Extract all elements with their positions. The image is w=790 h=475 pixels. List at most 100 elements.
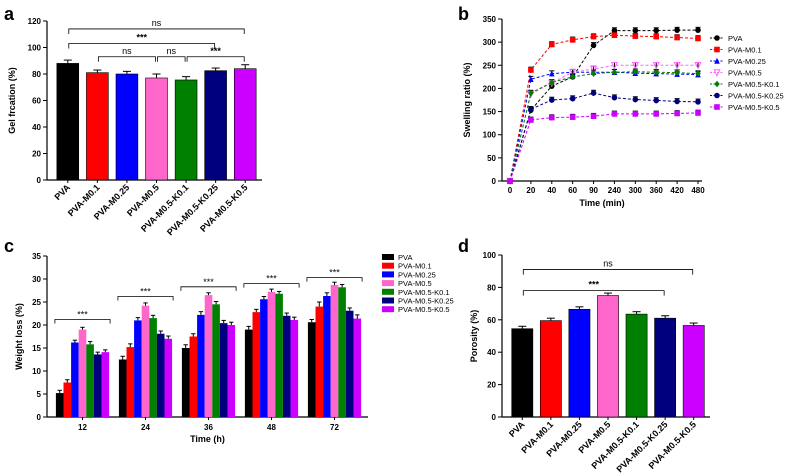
- y-tick-label: 60: [487, 316, 496, 325]
- legend-swatch: [382, 262, 394, 269]
- bar: [78, 329, 87, 417]
- x-tick-label: 360: [650, 186, 664, 195]
- legend-label: PVA-M0.5: [728, 69, 762, 78]
- chart-a: 0 20 40 60 80 100 120 Gel frcation (%) PVA PVA-M0…: [7, 17, 262, 237]
- x-category-label: PVA-M0.5-K0.25: [615, 419, 670, 474]
- legend-swatch: [382, 288, 394, 295]
- significance-bracket: [54, 319, 111, 324]
- legend-swatch: [382, 280, 394, 287]
- y-tick-label: 0: [37, 176, 42, 185]
- y-tick-label: 0: [492, 413, 497, 422]
- bar: [101, 352, 110, 417]
- significance-bracket: [306, 277, 363, 282]
- legend-label: PVA-M0.25: [398, 270, 436, 279]
- data-point: [713, 69, 721, 77]
- y-tick-label: 5: [37, 390, 42, 399]
- y-tick-label: 30: [32, 275, 41, 284]
- chart-b: 0 50 100 150 200 250 300 350 Swelling ratio (%) 0…: [462, 15, 784, 208]
- significance-bracket: [243, 283, 300, 288]
- x-category-label: PVA: [507, 419, 527, 439]
- data-point: [714, 46, 720, 53]
- data-point: [673, 61, 681, 70]
- x-tick-label: 0: [508, 186, 513, 195]
- x-tick-label: 300: [629, 186, 643, 195]
- bar: [682, 325, 705, 418]
- x-tick-label: 40: [547, 186, 556, 195]
- y-tick-label: 100: [483, 251, 497, 260]
- y-axis-title: Porosity (%): [469, 310, 479, 363]
- significance-label: ns: [152, 18, 162, 28]
- bar: [244, 329, 253, 417]
- bar: [233, 68, 257, 181]
- legend-swatch: [382, 254, 394, 260]
- data-point: [611, 68, 618, 76]
- bar: [654, 317, 677, 418]
- data-point: [653, 27, 660, 34]
- y-tick-label: 10: [32, 367, 41, 376]
- data-point: [611, 94, 618, 101]
- bar: [181, 348, 190, 417]
- y-tick-label: 120: [28, 17, 42, 26]
- data-point: [569, 73, 576, 81]
- series-line: [509, 71, 699, 182]
- data-point: [653, 33, 660, 40]
- data-point: [548, 41, 555, 48]
- bar: [260, 299, 268, 417]
- legend-label: PVA-M0.5-K0.1: [398, 288, 450, 297]
- bar: [597, 295, 619, 418]
- bar: [625, 313, 648, 418]
- data-point: [569, 68, 577, 77]
- significance-label: ns: [167, 46, 177, 56]
- data-point: [507, 178, 513, 184]
- x-tick-label: 90: [589, 186, 598, 195]
- series-line: [509, 112, 699, 182]
- data-point: [611, 111, 618, 117]
- bar: [56, 63, 80, 181]
- y-axis-title: Gel frcation (%): [7, 67, 17, 134]
- bar: [290, 319, 299, 417]
- significance-label: ***: [140, 286, 151, 296]
- data-point: [590, 90, 597, 96]
- y-tick-label: 0: [492, 177, 497, 186]
- bar: [539, 320, 562, 418]
- y-tick-label: 350: [483, 15, 497, 24]
- bar: [149, 318, 157, 417]
- y-tick-label: 100: [483, 131, 497, 140]
- y-tick-label: 20: [32, 150, 41, 159]
- bar: [141, 305, 150, 417]
- bar: [63, 382, 72, 417]
- data-point: [548, 70, 555, 77]
- data-point: [589, 65, 598, 74]
- legend-swatch: [382, 271, 394, 278]
- data-point: [569, 37, 576, 43]
- bar: [267, 291, 276, 417]
- data-point: [653, 111, 660, 117]
- data-point: [694, 61, 702, 70]
- bar: [86, 72, 109, 181]
- legend-swatch: [382, 306, 394, 313]
- y-tick-label: 150: [483, 108, 497, 117]
- y-tick-label: 80: [32, 70, 41, 79]
- data-point: [590, 113, 597, 119]
- legend-label: PVA-M0.5-K0.25: [398, 297, 454, 306]
- data-point: [548, 79, 555, 86]
- y-tick-label: 0: [37, 413, 42, 422]
- bar: [189, 336, 198, 417]
- panel-a-letter: a: [4, 4, 15, 24]
- x-tick-label: 20: [526, 186, 535, 195]
- data-point: [714, 104, 720, 110]
- data-point: [548, 97, 555, 103]
- bar: [275, 293, 283, 417]
- series-line: [509, 71, 699, 182]
- data-point: [528, 89, 534, 97]
- y-tick-label: 100: [28, 44, 42, 53]
- legend-label: PVA-M0.25: [728, 57, 766, 66]
- x-tick-label: 48: [267, 423, 276, 432]
- significance-bracket: [97, 56, 156, 62]
- bar: [227, 325, 236, 417]
- x-tick-label: 420: [670, 186, 684, 195]
- legend-label: PVA-M0.5: [398, 279, 432, 288]
- data-point: [653, 68, 660, 76]
- bar: [204, 295, 213, 417]
